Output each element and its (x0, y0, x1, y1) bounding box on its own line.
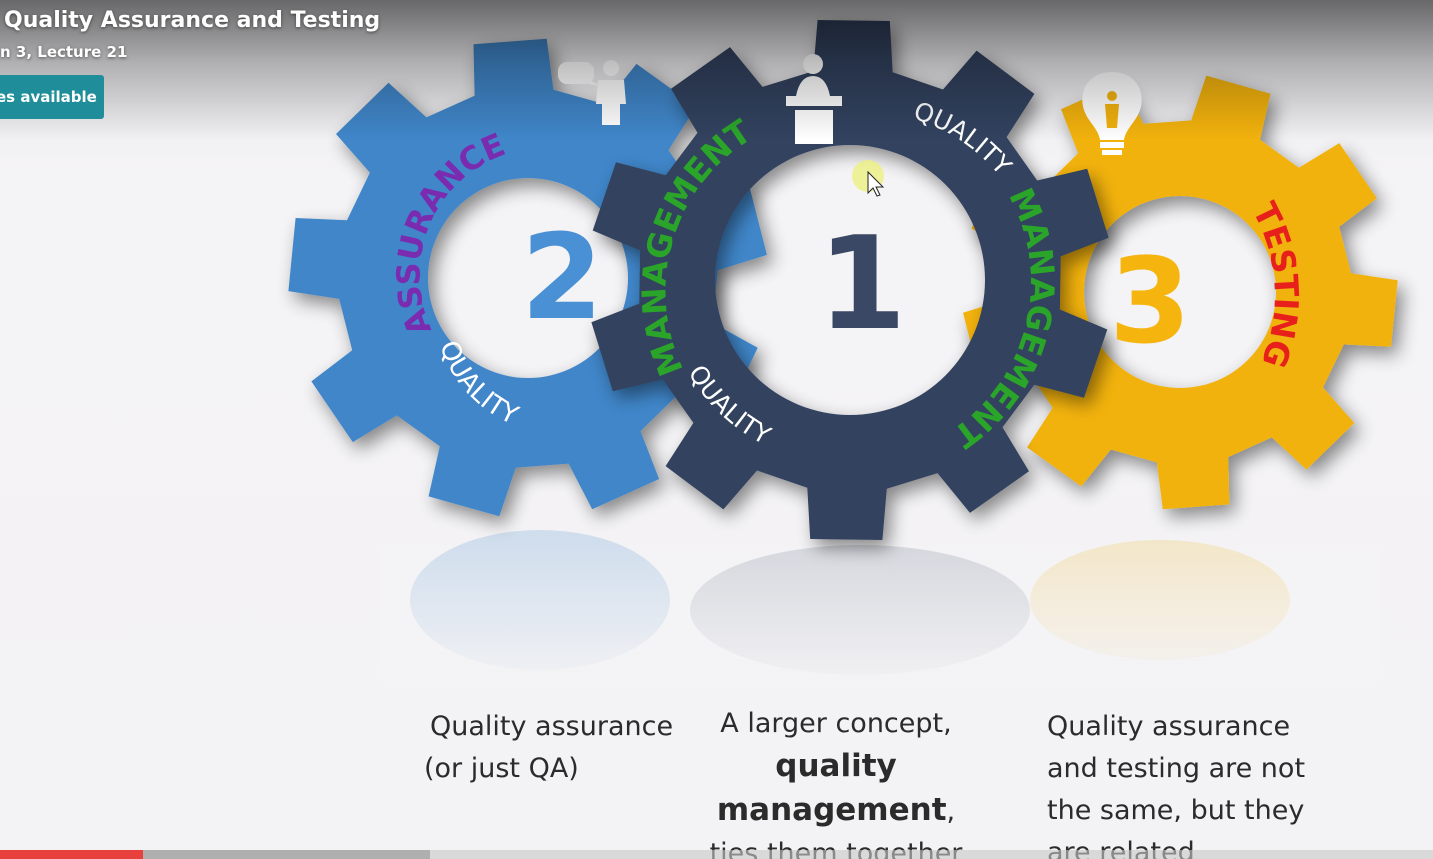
caption-qm-bold-2: management (716, 792, 947, 828)
gear-number-3: 3 (1109, 232, 1191, 370)
progress-buffered (0, 850, 430, 859)
gear-management (591, 20, 1109, 540)
gear-reflections (380, 530, 1380, 690)
caption-qm-comma: , (946, 796, 956, 827)
caption-qa-line-2: (or just QA) (424, 753, 579, 784)
gear-number-1: 1 (817, 210, 906, 359)
caption-quality-management: A larger concept, quality management, ti… (700, 703, 972, 859)
caption-testing-line-3: the same, but they (1047, 795, 1305, 826)
gear-assurance (288, 38, 767, 517)
caption-qa-line-1: Quality assurance (430, 711, 674, 742)
captions-available-button[interactable]: es available (0, 75, 104, 119)
caption-quality-assurance: Quality assurance (or just QA) (424, 706, 673, 790)
caption-qm-bold-1: quality (775, 748, 897, 784)
caption-testing-line-2: and testing are not (1047, 753, 1306, 784)
caption-testing-line-1: Quality assurance (1047, 711, 1291, 742)
video-title[interactable]: Quality Assurance and Testing (4, 8, 381, 33)
caption-qm-line-1: A larger concept, (720, 708, 952, 739)
gear-assurance-shape (288, 38, 767, 517)
caption-testing: Quality assurance and testing are not th… (1047, 706, 1305, 859)
title-overlay (0, 0, 1433, 140)
progress-bar[interactable] (0, 850, 1433, 859)
gear-dark-body (591, 20, 1109, 540)
mouse-cursor-icon (852, 160, 885, 197)
gear-number-2: 2 (521, 208, 603, 346)
gear-management-shape (591, 20, 1109, 540)
video-subtitle: n 3, Lecture 21 (0, 43, 128, 61)
gear-blue-body (288, 38, 767, 517)
progress-played[interactable] (0, 850, 144, 859)
